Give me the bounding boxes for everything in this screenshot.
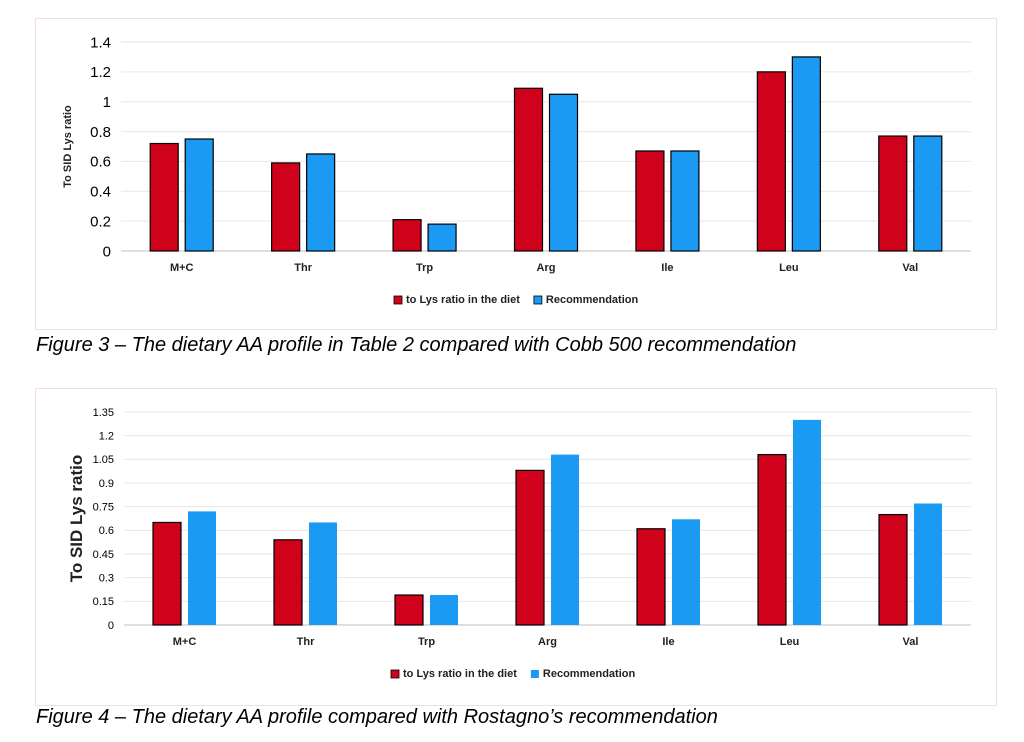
figure-3-y-tick-label: 0.2 (90, 213, 111, 230)
figure-3-y-tick-label: 0.8 (90, 124, 111, 141)
figure-4-category-label: M+C (173, 636, 197, 648)
figure-3-bar-recommendation-m-c (184, 138, 214, 252)
figure-3-bar-diet-leu (756, 71, 786, 252)
figure-4-y-tick-label: 0 (108, 620, 114, 632)
figure-3-category-label: M+C (170, 262, 194, 274)
figure-3-category-label: Thr (294, 262, 312, 274)
figure-4-bar-diet-arg (515, 469, 545, 626)
figure-3-category-label: Leu (779, 262, 799, 274)
figure-3-legend-label-diet: to Lys ratio in the diet (406, 294, 520, 306)
figure-3-bar-recommendation-ile (670, 150, 700, 252)
figure-4-bar-recommendation-thr (309, 522, 337, 625)
chart-figure-3-svg: 0 0.2 0.4 0.6 0.8 1 1.2 1.4 To SID Lys ratio M+C T… (62, 34, 971, 306)
figure-3-category-label: Val (902, 262, 918, 274)
figure-4-bar-diet-thr (273, 539, 303, 626)
figure-3-legend-swatch-diet (393, 295, 403, 305)
figure-3-category-label: Trp (416, 262, 433, 274)
figure-4-bar-recommendation-val (914, 503, 942, 625)
figure-4-category-label: Val (903, 636, 919, 648)
figure-4-category-label: Arg (538, 636, 557, 648)
figure-3-bar-recommendation-thr (306, 153, 336, 252)
figure-4-y-tick-label: 0.6 (99, 525, 114, 537)
figure-4-y-tick-label: 0.75 (93, 502, 114, 514)
figure-4-caption: Figure 4 – The dietary AA profile compar… (36, 706, 718, 728)
chart-figure-3: 0 0.2 0.4 0.6 0.8 1 1.2 1.4 To SID Lys ratio M+C T… (35, 18, 997, 330)
figure-4-y-tick-label: 0.45 (93, 549, 114, 561)
figure-3-y-axis-label: To SID Lys ratio (62, 105, 74, 188)
figure-3-bar-recommendation-trp (427, 223, 457, 252)
figure-4-y-axis-label: To SID Lys ratio (67, 455, 86, 583)
chart-figure-4: 0 0.15 0.3 0.45 0.6 0.75 0.9 1.05 1.2 1.35 To SID … (35, 388, 997, 706)
figure-3-bar-diet-trp (392, 219, 422, 252)
figure-3-bar-diet-val (878, 135, 908, 252)
figure-4-legend-swatch-recommendation (530, 670, 539, 678)
figure-4-legend-label-diet: to Lys ratio in the diet (403, 668, 517, 680)
figure-3-y-tick-label: 0 (103, 243, 111, 260)
figure-4-category-label: Thr (297, 636, 315, 648)
figure-3-y-tick-label: 1.2 (90, 64, 111, 81)
figure-4-bar-recommendation-m-c (188, 511, 216, 625)
figure-3-legend-label-recommendation: Recommendation (546, 294, 639, 306)
figure-4-bar-diet-trp (394, 594, 424, 626)
figure-4-bar-diet-val (878, 513, 908, 626)
figure-3-bar-recommendation-val (913, 135, 943, 252)
figure-4-category-label: Leu (780, 636, 800, 648)
figure-3-bar-diet-m-c (149, 142, 179, 252)
figure-3-y-tick-label: 1 (103, 94, 111, 111)
figure-4-y-tick-label: 1.05 (93, 454, 114, 466)
figure-4-bar-diet-ile (636, 528, 666, 626)
figure-4-category-label: Ile (662, 636, 674, 648)
figure-3-category-label: Arg (537, 262, 556, 274)
figure-3-y-tick-label: 0.4 (90, 184, 111, 201)
figure-4-bar-diet-leu (757, 453, 787, 626)
figure-4-y-tick-label: 1.2 (99, 431, 114, 443)
figure-4-category-label: Trp (418, 636, 435, 648)
figure-4-y-tick-label: 0.3 (99, 573, 114, 585)
figure-4-bar-recommendation-leu (793, 419, 821, 625)
figure-4-legend-swatch-diet (390, 669, 400, 679)
figure-3-bar-recommendation-leu (791, 56, 821, 252)
figure-4-legend-label-recommendation: Recommendation (543, 668, 636, 680)
figure-3-bar-diet-thr (271, 162, 301, 252)
figure-3-y-tick-label: 0.6 (90, 154, 111, 171)
figure-4-y-tick-label: 0.9 (99, 478, 114, 490)
figure-4-bar-recommendation-ile (672, 519, 700, 625)
figure-3-bar-recommendation-arg (548, 93, 579, 252)
figure-4-y-tick-label: 1.35 (93, 407, 114, 419)
figure-3-bar-diet-arg (513, 87, 544, 252)
figure-3-caption: Figure 3 – The dietary AA profile in Tab… (36, 334, 797, 356)
figure-3-bar-diet-ile (635, 150, 665, 252)
figure-3-category-label: Ile (661, 262, 673, 274)
figure-4-y-tick-label: 0.15 (93, 596, 114, 608)
figure-4-bar-recommendation-arg (551, 454, 579, 625)
chart-figure-4-svg: 0 0.15 0.3 0.45 0.6 0.75 0.9 1.05 1.2 1.35 To SID … (67, 407, 971, 680)
figure-4-bar-diet-m-c (152, 521, 182, 626)
figure-3-y-tick-label: 1.4 (90, 34, 111, 51)
figure-3-legend-swatch-recommendation (533, 295, 543, 305)
figure-4-bar-recommendation-trp (430, 595, 458, 625)
